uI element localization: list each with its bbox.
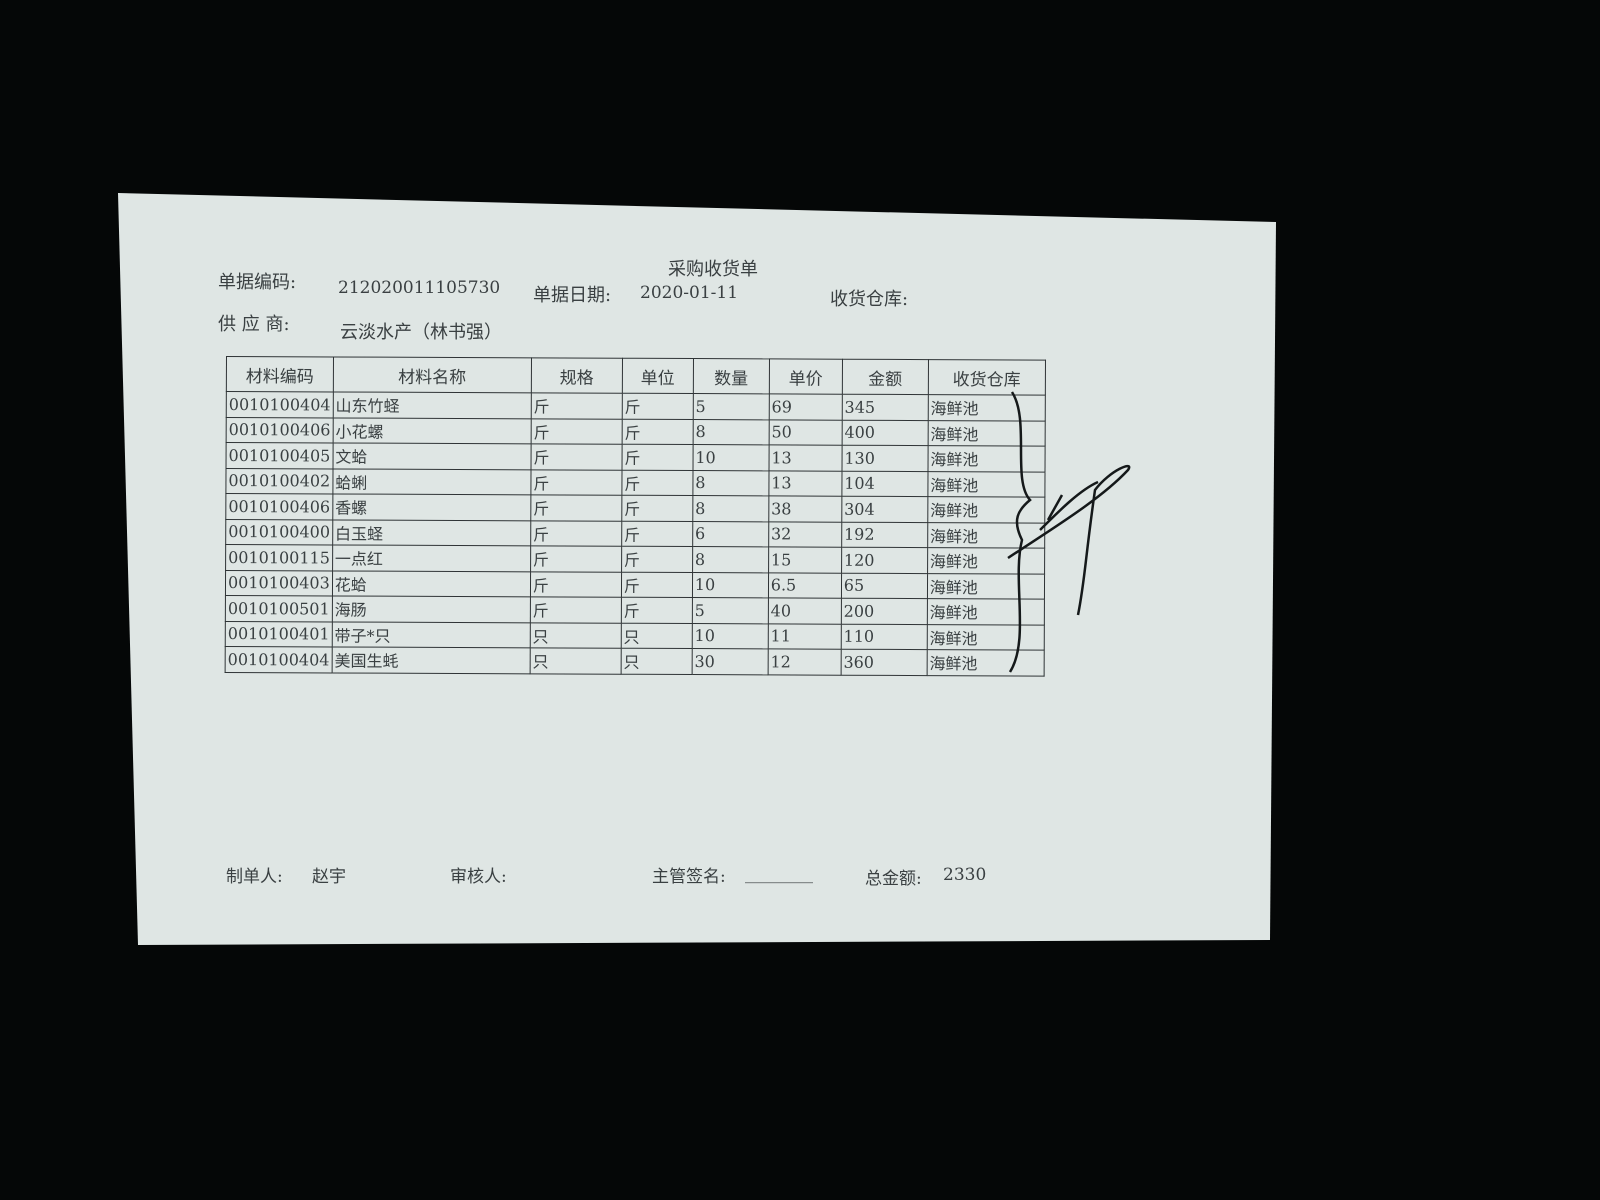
doc-no: 212020011105730: [338, 278, 501, 298]
doc-no-label: 单据编码:: [218, 272, 297, 293]
total-label: 总金额:: [865, 869, 922, 889]
supervisor-label: 主管签名:: [652, 867, 726, 887]
doc-date-label: 单据日期:: [533, 285, 612, 306]
supplier-label: 供 应 商:: [218, 314, 290, 335]
supervisor-signature-line: ________: [745, 864, 813, 884]
warehouse-label: 收货仓库:: [830, 289, 909, 310]
document-title: 采购收货单: [668, 259, 758, 280]
reviewer-label: 审核人:: [450, 867, 507, 887]
doc-date: 2020-01-11: [640, 283, 739, 303]
supplier: 云淡水产（林书强）: [340, 322, 502, 343]
maker-label: 制单人:: [226, 867, 283, 887]
maker: 赵宇: [312, 867, 346, 887]
total-amount: 2330: [943, 865, 987, 885]
